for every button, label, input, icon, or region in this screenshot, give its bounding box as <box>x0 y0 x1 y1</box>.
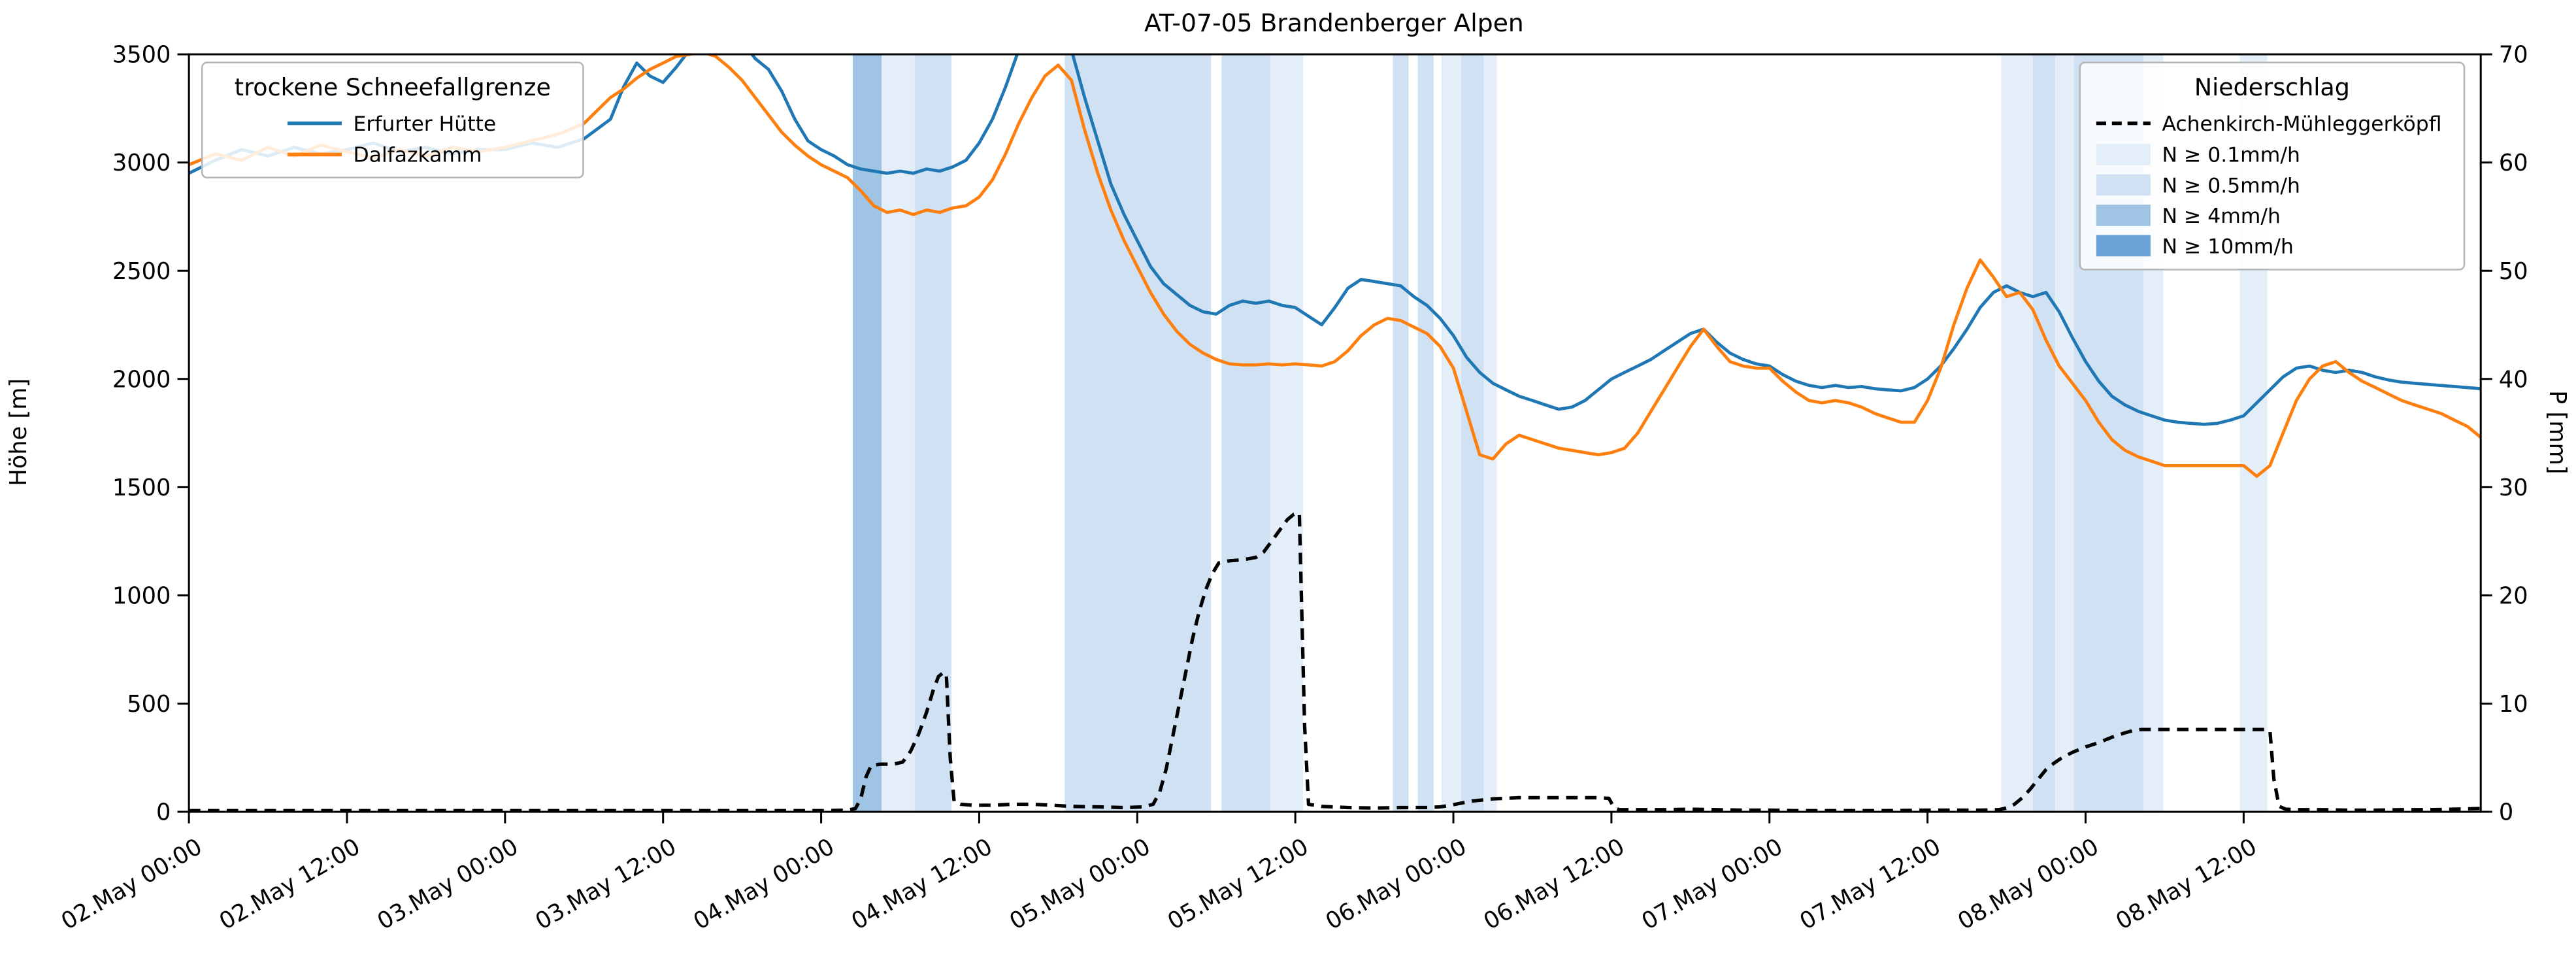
series-line-achenkirch-m-hleggerk-pfl <box>189 511 2481 812</box>
chart-title: AT-07-05 Brandenberger Alpen <box>1144 8 1524 37</box>
legend-snowline: trockene Schneefallgrenze Erfurter Hütte… <box>201 61 584 178</box>
legend-entry-erfurter-huette: Erfurter Hütte <box>287 112 497 136</box>
series-line-erfurter-h-tte <box>189 54 2481 426</box>
y-tick-label-right: 10 <box>2499 691 2528 718</box>
y-tick-label-left: 1000 <box>112 582 171 609</box>
y-tick-label-right: 50 <box>2499 258 2528 285</box>
y-tick-label-left: 1500 <box>112 475 171 501</box>
y-axis-right: 0 10 20 30 40 50 60 70 <box>2481 42 2528 826</box>
precip-band-0.1 <box>2001 54 2033 812</box>
series-line-dalfazkamm <box>189 54 2481 478</box>
legend-entry-n05: N ≥ 0.5mm/h <box>2096 174 2300 197</box>
y-tick-label-right: 20 <box>2499 582 2528 609</box>
legend-snowline-box <box>201 61 584 178</box>
y-tick-label-left: 500 <box>127 691 171 718</box>
precip-band-0.5 <box>1065 54 1212 812</box>
precip-band-4 <box>852 54 882 812</box>
precip-band-0.5 <box>1393 54 1409 812</box>
legend-patch-n10 <box>2096 235 2151 257</box>
legend-patch-n05 <box>2096 174 2151 196</box>
legend-entry-label: Erfurter Hütte <box>354 112 497 136</box>
y-tick-label-left: 3500 <box>112 42 171 69</box>
legend-precip: Niederschlag Achenkirch-Mühleggerköpfl N… <box>2079 61 2466 271</box>
legend-entry-n01: N ≥ 0.1mm/h <box>2096 144 2300 167</box>
legend-patch-n01 <box>2096 144 2151 165</box>
precip-band-0.1 <box>1270 54 1304 812</box>
precip-band-0.1 <box>2055 54 2074 812</box>
precip-band-0.1 <box>1483 54 1497 812</box>
y-tick-label-left: 2500 <box>112 258 171 285</box>
legend-entry-n10: N ≥ 10mm/h <box>2096 235 2294 258</box>
series-lines <box>189 54 2481 812</box>
y-tick-label-left: 3000 <box>112 150 171 176</box>
legend-precip-box <box>2079 61 2466 271</box>
legend-entry-n4: N ≥ 4mm/h <box>2096 205 2281 228</box>
y-left-axis-label: Höhe [m] <box>5 378 32 486</box>
legend-entry-label: N ≥ 4mm/h <box>2162 205 2280 228</box>
y-tick-label-right: 60 <box>2499 150 2528 176</box>
precip-band-0.5 <box>1221 54 1270 812</box>
legend-entry-label: Achenkirch-Mühleggerköpfl <box>2162 112 2441 136</box>
precip-band-0.1 <box>882 54 915 812</box>
legend-entry-label: N ≥ 0.5mm/h <box>2162 174 2300 197</box>
legend-entry-achenkirch: Achenkirch-Mühleggerköpfl <box>2096 112 2442 136</box>
y-tick-label-right: 0 <box>2499 799 2513 826</box>
precip-band-0.5 <box>2032 54 2056 812</box>
y-tick-label-right: 70 <box>2499 42 2528 69</box>
plot-border <box>188 53 2482 813</box>
legend-entry-dalfazkamm: Dalfazkamm <box>287 144 482 167</box>
precip-band-0.5 <box>1417 54 1434 812</box>
legend-entry-label: Dalfazkamm <box>354 144 482 167</box>
precip-band-0.1 <box>1441 54 1462 812</box>
legend-snowline-title: trockene Schneefallgrenze <box>235 73 551 101</box>
y-tick-label-left: 0 <box>156 799 171 826</box>
legend-entry-label: N ≥ 0.1mm/h <box>2162 144 2300 167</box>
legend-entry-label: N ≥ 10mm/h <box>2162 235 2293 258</box>
y-tick-label-right: 40 <box>2499 366 2528 393</box>
y-axis-left: 0 500 1000 1500 2000 2500 3000 3500 <box>112 42 190 826</box>
legend-patch-n4 <box>2096 205 2151 226</box>
y-tick-label-right: 30 <box>2499 475 2528 501</box>
y-tick-label-left: 2000 <box>112 366 171 393</box>
y-right-axis-label: P [mm] <box>2544 390 2571 474</box>
legend-precip-title: Niederschlag <box>2194 73 2350 101</box>
